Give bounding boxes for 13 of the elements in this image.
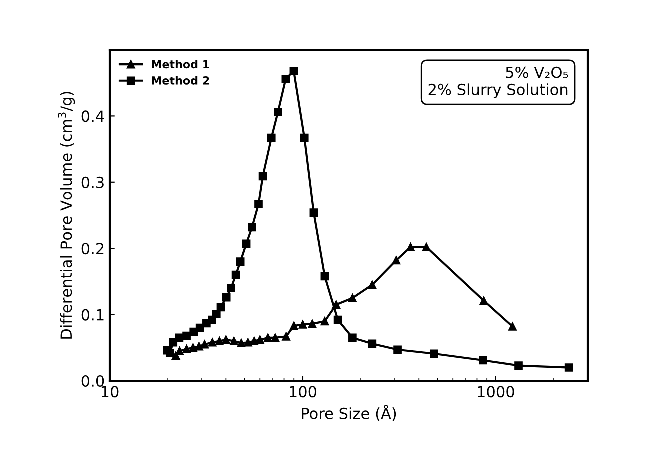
legend-label: Method 1 [152, 60, 210, 69]
y-tick-label: 0.4 [82, 110, 104, 122]
y-tick-label: 0.2 [82, 243, 104, 255]
legend-label: Method 2 [152, 76, 210, 85]
x-axis-title: Pore Size (Å) [302, 405, 396, 422]
y-tick-label: 0.0 [82, 375, 104, 388]
x-tick-label: 100 [290, 386, 317, 398]
y-tick-label: 0.1 [82, 309, 104, 321]
annotation: 5% V₂O₅ 2% Slurry Solution [428, 66, 568, 98]
x-tick-label: 1000 [478, 386, 514, 398]
y-axis-title: Differential Pore Volume (cm$^{3}$/g) [58, 92, 76, 339]
x-tick-label: 10 [102, 386, 119, 398]
y-tick-label: 0.3 [82, 176, 104, 188]
